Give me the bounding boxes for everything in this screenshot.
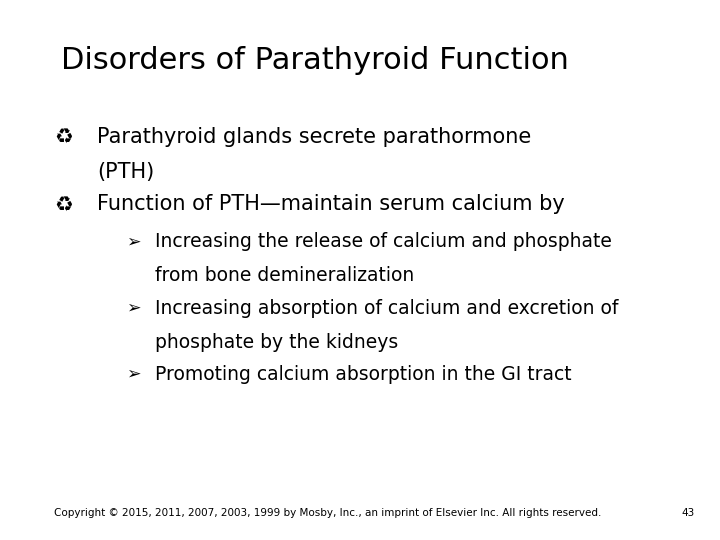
Text: ➢: ➢ (126, 299, 140, 316)
Text: Increasing absorption of calcium and excretion of: Increasing absorption of calcium and exc… (155, 299, 618, 318)
Text: Increasing the release of calcium and phosphate: Increasing the release of calcium and ph… (155, 232, 612, 251)
Text: Parathyroid glands secrete parathormone: Parathyroid glands secrete parathormone (97, 127, 531, 147)
Text: Function of PTH—maintain serum calcium by: Function of PTH—maintain serum calcium b… (97, 194, 565, 214)
Text: ♻: ♻ (54, 127, 73, 147)
Text: Promoting calcium absorption in the GI tract: Promoting calcium absorption in the GI t… (155, 365, 572, 384)
Text: phosphate by the kidneys: phosphate by the kidneys (155, 333, 398, 352)
Text: (PTH): (PTH) (97, 162, 155, 182)
Text: ➢: ➢ (126, 365, 140, 383)
Text: from bone demineralization: from bone demineralization (155, 266, 414, 285)
Text: 43: 43 (682, 508, 695, 518)
Text: ♻: ♻ (54, 194, 73, 214)
Text: Copyright © 2015, 2011, 2007, 2003, 1999 by Mosby, Inc., an imprint of Elsevier : Copyright © 2015, 2011, 2007, 2003, 1999… (54, 508, 601, 518)
Text: Disorders of Parathyroid Function: Disorders of Parathyroid Function (61, 46, 569, 75)
Text: ➢: ➢ (126, 232, 140, 250)
